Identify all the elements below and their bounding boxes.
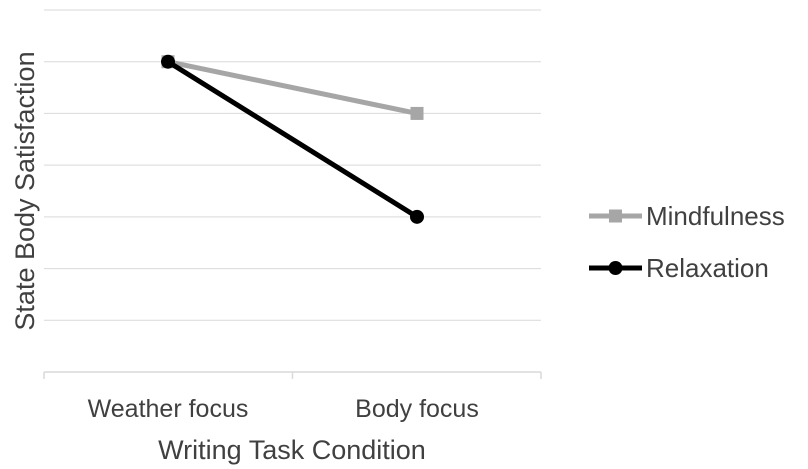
x-axis-ticks	[43, 372, 542, 379]
gridlines	[44, 9, 541, 321]
data-point-relaxation	[161, 54, 175, 69]
series-mindfulness	[161, 55, 424, 120]
data-point-mindfulness	[410, 106, 424, 120]
legend: Mindfulness Relaxation	[589, 201, 785, 283]
legend-item-mindfulness: Mindfulness	[589, 201, 785, 231]
x-tick-label: Weather focus	[88, 395, 249, 423]
legend-marker-relaxation	[608, 261, 623, 275]
x-axis-tick-labels: Weather focus Body focus	[88, 395, 479, 423]
series-layer	[161, 54, 424, 224]
series-line-relaxation	[165, 59, 420, 220]
x-tick-label: Body focus	[355, 395, 479, 423]
series-line-mindfulness	[165, 59, 420, 116]
data-point-relaxation	[410, 209, 424, 224]
legend-label-relaxation: Relaxation	[646, 253, 769, 283]
x-axis-title: Writing Task Condition	[158, 435, 426, 465]
series-relaxation	[161, 54, 424, 224]
legend-item-relaxation: Relaxation	[589, 253, 769, 283]
legend-label-mindfulness: Mindfulness	[646, 201, 785, 231]
legend-marker-mindfulness	[609, 209, 622, 223]
y-axis-title: State Body Satisfaction	[10, 51, 40, 330]
